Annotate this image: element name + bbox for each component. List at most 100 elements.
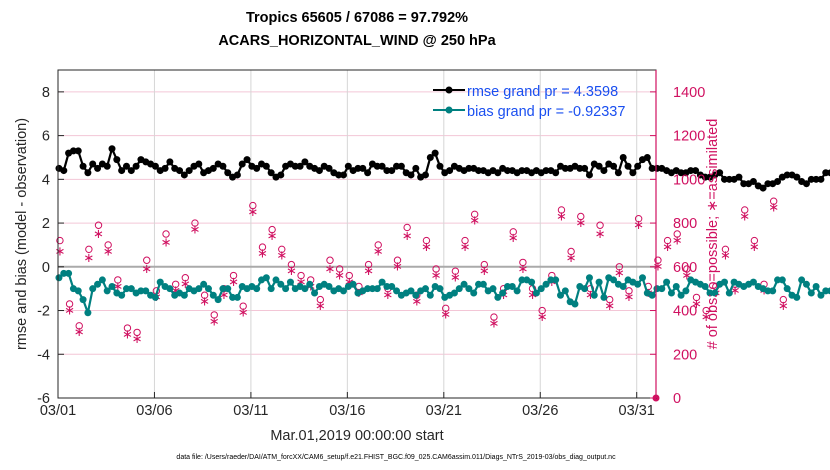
rmse-point: [576, 164, 584, 172]
obs-assimilated-marker: ∗: [460, 240, 471, 255]
rmse-point: [735, 173, 743, 181]
x-tick-label: 03/16: [329, 403, 365, 419]
rmse-point: [585, 171, 593, 179]
bias-point: [426, 291, 434, 299]
bias-point: [638, 274, 646, 282]
rmse-point: [692, 167, 700, 175]
rmse-point: [600, 167, 608, 175]
obs-possible-marker: [191, 219, 199, 227]
rmse-point: [243, 156, 251, 164]
obs-possible-marker: [683, 265, 691, 273]
obs-assimilated-marker: ∗: [652, 260, 663, 275]
rmse-point: [421, 171, 429, 179]
obs-assimilated-marker: ∗: [508, 231, 519, 246]
bias-point: [528, 278, 536, 286]
rmse-point: [277, 171, 285, 179]
obs-possible-marker: [123, 324, 132, 332]
bias-point: [325, 282, 333, 290]
bias-point: [499, 289, 507, 297]
bias-point: [286, 278, 294, 286]
rmse-point: [446, 167, 454, 175]
bias-point: [489, 285, 497, 293]
rmse-point: [315, 167, 323, 175]
obs-assimilated-marker: ∗: [218, 288, 229, 303]
bias-point: [393, 287, 401, 295]
obs-possible-marker: [162, 230, 170, 238]
bias-point: [421, 285, 429, 293]
bias-point: [508, 282, 516, 290]
rmse-point: [79, 162, 87, 170]
obs-assimilated-marker: ∗: [74, 325, 85, 340]
bias-point: [475, 280, 483, 288]
legend-bias-label: bias grand pr = -0.92337: [467, 104, 625, 120]
obs-assimilated-marker: ∗: [604, 299, 615, 314]
right-y-tick-label: 0: [673, 391, 681, 407]
obs-possible-marker: [287, 260, 296, 269]
obs-assimilated-marker: ∗: [633, 218, 644, 233]
obs-possible-marker: [104, 241, 112, 249]
right-y-ticks: 0 200 400 600 800 1000 1200 1400: [650, 85, 705, 407]
bias-point: [764, 287, 772, 295]
bias-point: [711, 289, 719, 297]
legend-bias-marker: [445, 106, 453, 114]
obs-assimilated-marker: ∗: [730, 284, 741, 299]
rmse-point: [219, 162, 227, 170]
rmse-point: [648, 164, 656, 172]
obs-assimilated-marker: ∗: [556, 209, 567, 224]
bias-point: [547, 276, 555, 284]
rmse-point: [581, 164, 589, 172]
obs-possible-marker: [432, 265, 440, 273]
obs-assimilated-marker: ∗: [479, 264, 490, 279]
obs-assimilated-marker: ∗: [54, 244, 65, 259]
rmse-point: [209, 164, 217, 172]
obs-assimilated-marker: ∗: [93, 227, 104, 242]
bias-point: [55, 274, 63, 282]
obs-possible-marker: [75, 322, 83, 330]
right-y-axis-label: # of obs: o=possible; ∗=assimilated: [705, 119, 721, 350]
bias-point: [137, 287, 145, 295]
bias-point: [725, 289, 733, 297]
rmse-point: [749, 178, 757, 186]
obs-possible-marker: [509, 228, 517, 236]
rmse-point: [494, 169, 502, 177]
y-tick-label: -4: [37, 347, 50, 363]
obs-possible-marker: [567, 247, 575, 256]
obs-assimilated-marker: ∗: [103, 244, 114, 259]
rmse-point: [388, 167, 396, 175]
obs-assimilated-marker: ∗: [595, 227, 606, 242]
bias-point: [667, 289, 675, 297]
obs-assimilated-marker: ∗: [238, 306, 249, 321]
obs-assimilated-marker: ∗: [325, 262, 336, 277]
obs-possible-marker: [335, 265, 344, 273]
rmse-point: [224, 169, 232, 177]
obs-assimilated-marker: ∗: [681, 268, 692, 283]
rmse-point: [407, 171, 415, 179]
rmse-point: [108, 145, 116, 153]
obs-assimilated-marker: ∗: [421, 240, 432, 255]
rmse-point: [643, 153, 651, 161]
obs-assimilated-marker: ∗: [450, 271, 461, 286]
rmse-point: [595, 162, 603, 170]
legend: rmse grand pr = 4.3598 bias grand pr = -…: [433, 84, 625, 120]
bias-point: [455, 285, 463, 293]
obs-assimilated-marker: ∗: [267, 229, 278, 244]
bias-point: [793, 293, 801, 301]
rmse-point: [359, 164, 367, 172]
bias-point: [306, 280, 314, 288]
chart-title-line-2: ACARS_HORIZONTAL_WIND @ 250 hPa: [218, 33, 496, 49]
obs-assimilated-marker: ∗: [411, 295, 422, 310]
obs-assimilated-marker: ∗: [614, 266, 625, 281]
obs-assimilated-marker: ∗: [247, 205, 258, 220]
rmse-series: [55, 145, 830, 192]
bias-point: [571, 300, 579, 308]
obs-assimilated-marker: ∗: [431, 268, 442, 283]
rmse-point: [118, 167, 126, 175]
bias-point: [465, 285, 473, 293]
right-y-tick-label: 1400: [673, 85, 705, 101]
bias-point: [817, 291, 825, 299]
bias-point: [450, 289, 458, 297]
rmse-point: [195, 160, 203, 168]
rmse-point: [161, 164, 169, 172]
rmse-point: [185, 167, 193, 175]
